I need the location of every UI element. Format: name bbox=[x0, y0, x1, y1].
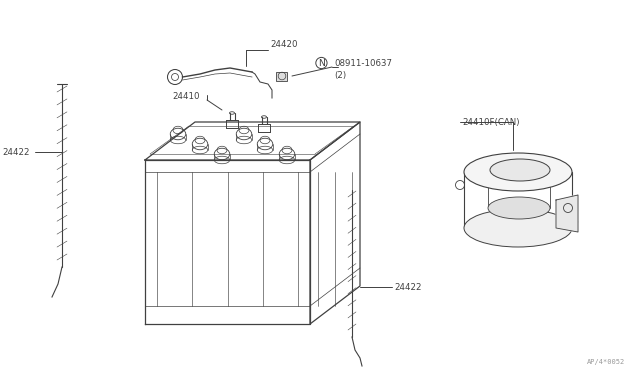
Ellipse shape bbox=[464, 153, 572, 191]
Text: 24410F(CAN): 24410F(CAN) bbox=[462, 118, 520, 126]
Bar bbox=[276, 71, 287, 80]
Text: 24422: 24422 bbox=[2, 148, 29, 157]
Text: 24422: 24422 bbox=[394, 282, 422, 292]
Ellipse shape bbox=[230, 112, 234, 114]
Text: AP/4*0052: AP/4*0052 bbox=[587, 359, 625, 365]
Text: 24420: 24420 bbox=[270, 40, 298, 49]
Text: N: N bbox=[318, 58, 325, 67]
Ellipse shape bbox=[488, 197, 550, 219]
Polygon shape bbox=[556, 195, 578, 232]
Ellipse shape bbox=[262, 116, 266, 118]
Text: 08911-10637: 08911-10637 bbox=[334, 58, 392, 67]
Text: 24410: 24410 bbox=[172, 92, 200, 100]
Ellipse shape bbox=[490, 159, 550, 181]
Text: (2): (2) bbox=[334, 71, 346, 80]
Ellipse shape bbox=[464, 209, 572, 247]
